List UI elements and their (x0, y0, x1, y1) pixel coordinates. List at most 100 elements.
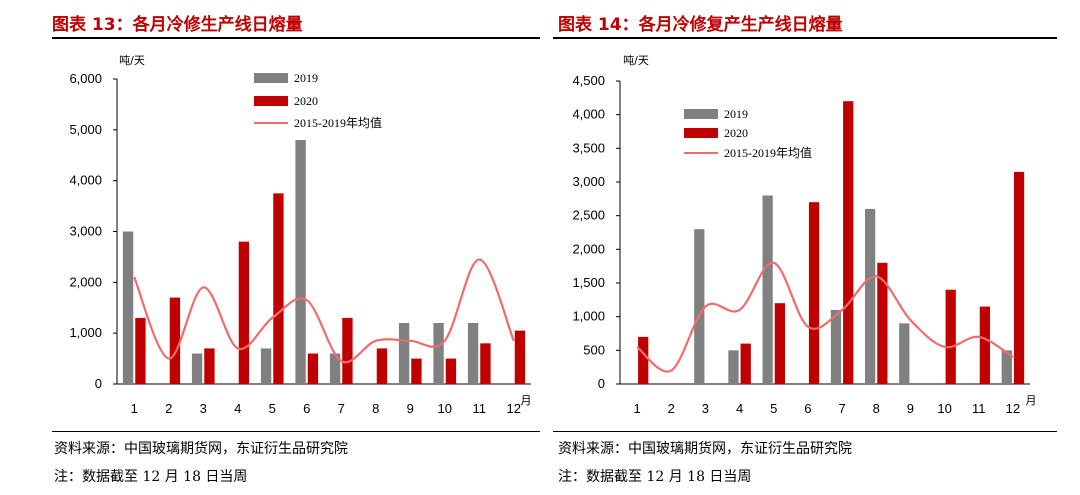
bar-2019-5 (762, 195, 773, 384)
bar-2020-3 (204, 348, 215, 384)
x-tick-label: 6 (804, 401, 811, 416)
y-tick-label: 1,000 (572, 309, 605, 324)
legend-label: 2015-2019年均值 (724, 145, 812, 160)
bar-2020-4 (740, 343, 751, 384)
bar-2019-1 (122, 231, 134, 384)
x-tick-label: 12 (507, 401, 521, 416)
legend-label: 2020 (724, 126, 748, 140)
y-tick-label: 1,000 (69, 325, 102, 340)
bar-2020-5 (774, 303, 785, 384)
y-tick-label: 2,000 (572, 241, 605, 256)
bar-2020-9 (411, 358, 422, 384)
x-tick-label: 8 (372, 401, 379, 416)
bar-2020-12 (514, 330, 526, 384)
bar-2020-1 (638, 336, 649, 384)
x-tick-label: 4 (736, 401, 743, 416)
right-chart-panel: 图表 14：各月冷修复产生产线日熔量 0 500 1,000 1,500 2,000 2,… (553, 0, 1080, 495)
y-tick-label: 3,000 (572, 174, 605, 189)
bar-2020-6 (808, 202, 820, 384)
y-tick-label: 4,000 (572, 107, 605, 122)
title-rule (553, 37, 1057, 39)
chart-title: 图表 14：各月冷修复产生产线日熔量 (558, 15, 843, 35)
legend-label: 2015-2019年均值 (294, 115, 382, 130)
legend-swatch-2019 (684, 109, 718, 119)
x-tick-label: 2 (668, 401, 675, 416)
chart-title: 图表 13：各月冷修生产线日熔量 (52, 15, 303, 35)
x-tick-label: 7 (338, 401, 345, 416)
bar-2019-9 (398, 323, 410, 384)
x-tick-label: 7 (838, 401, 845, 416)
y-tick-label: 4,500 (572, 73, 605, 88)
legend-swatch-2019 (254, 73, 288, 83)
note-text: 注：数据截至 12 月 18 日当周 (558, 469, 752, 485)
legend-swatch-2020 (684, 128, 718, 138)
footer-rule (52, 431, 540, 432)
y-tick-label: 500 (583, 342, 605, 357)
bar-2019-6 (295, 140, 306, 384)
x-axis-unit-label: 月 (1026, 394, 1037, 407)
y-tick-label: 4,000 (69, 173, 102, 188)
bar-2020-6 (307, 353, 319, 384)
bar-2019-7 (329, 353, 341, 384)
x-tick-label: 3 (200, 401, 207, 416)
y-tick-label: 1,500 (572, 275, 605, 290)
x-tick-label: 10 (937, 401, 951, 416)
line-series-avg (133, 258, 515, 364)
bar-2019-5 (260, 348, 272, 384)
bar-line-chart-right: 0 500 1,000 1,500 2,000 2,500 3,000 3,500 4,000 4… (572, 54, 1037, 416)
x-tick-label: 9 (407, 401, 414, 416)
note-text: 注：数据截至 12 月 18 日当周 (54, 469, 248, 485)
bar-2020-8 (376, 348, 388, 384)
bar-2020-5 (273, 193, 284, 384)
bar-2019-7 (830, 309, 842, 384)
x-tick-label: 2 (165, 401, 172, 416)
x-axis-unit-label: 月 (521, 394, 532, 407)
left-chart-panel: 图表 13：各月冷修生产线日熔量 0 1,000 2,000 3,000 4,000 5,… (52, 15, 540, 485)
x-tick-label: 3 (702, 401, 709, 416)
bar-2020-7 (843, 101, 854, 384)
bar-2020-10 (945, 289, 956, 384)
y-tick-label: 2,000 (69, 274, 102, 289)
bar-2019-4 (728, 350, 739, 384)
x-tick-label: 5 (770, 401, 777, 416)
bar-2019-9 (899, 323, 910, 384)
bar-2020-7 (342, 317, 353, 384)
source-text: 资料来源：中国玻璃期货网，东证衍生品研究院 (558, 441, 852, 457)
x-tick-label: 1 (633, 401, 640, 416)
y-tick-label: 3,500 (572, 140, 605, 155)
y-tick-label: 5,000 (69, 122, 102, 137)
x-tick-label: 6 (303, 401, 310, 416)
x-tick-label: 1 (131, 401, 138, 416)
y-tick-label: 6,000 (69, 71, 102, 86)
bar-2020-8 (877, 262, 888, 384)
y-tick-label: 0 (95, 376, 102, 391)
x-tick-label: 10 (438, 401, 452, 416)
y-tick-label: 0 (598, 376, 605, 391)
y-axis-unit-label: 吨/天 (119, 54, 145, 67)
footer-rule (553, 431, 1057, 432)
bar-2019-3 (191, 353, 203, 384)
bar-2020-1 (135, 317, 146, 384)
x-tick-label: 4 (234, 401, 241, 416)
source-text: 资料来源：中国玻璃期货网，东证衍生品研究院 (54, 441, 348, 457)
x-tick-label: 8 (873, 401, 880, 416)
legend-label: 2020 (294, 94, 318, 108)
bar-2020-10 (445, 358, 457, 384)
bar-2020-2 (169, 297, 181, 384)
bar-2020-4 (238, 241, 250, 384)
x-tick-label: 11 (972, 401, 986, 416)
bar-2020-11 (480, 343, 491, 384)
bar-2020-11 (979, 306, 990, 384)
line-series-avg (636, 261, 1014, 373)
legend-label: 2019 (724, 107, 748, 121)
bar-2019-12 (1001, 350, 1012, 384)
x-tick-label: 12 (1006, 401, 1020, 416)
y-axis-unit-label: 吨/天 (623, 54, 649, 67)
y-tick-label: 3,000 (69, 224, 102, 239)
bar-2019-11 (467, 323, 479, 384)
bar-2019-8 (865, 208, 876, 384)
legend-label: 2019 (294, 71, 318, 85)
bar-2019-3 (694, 229, 705, 384)
y-tick-label: 2,500 (572, 208, 605, 223)
